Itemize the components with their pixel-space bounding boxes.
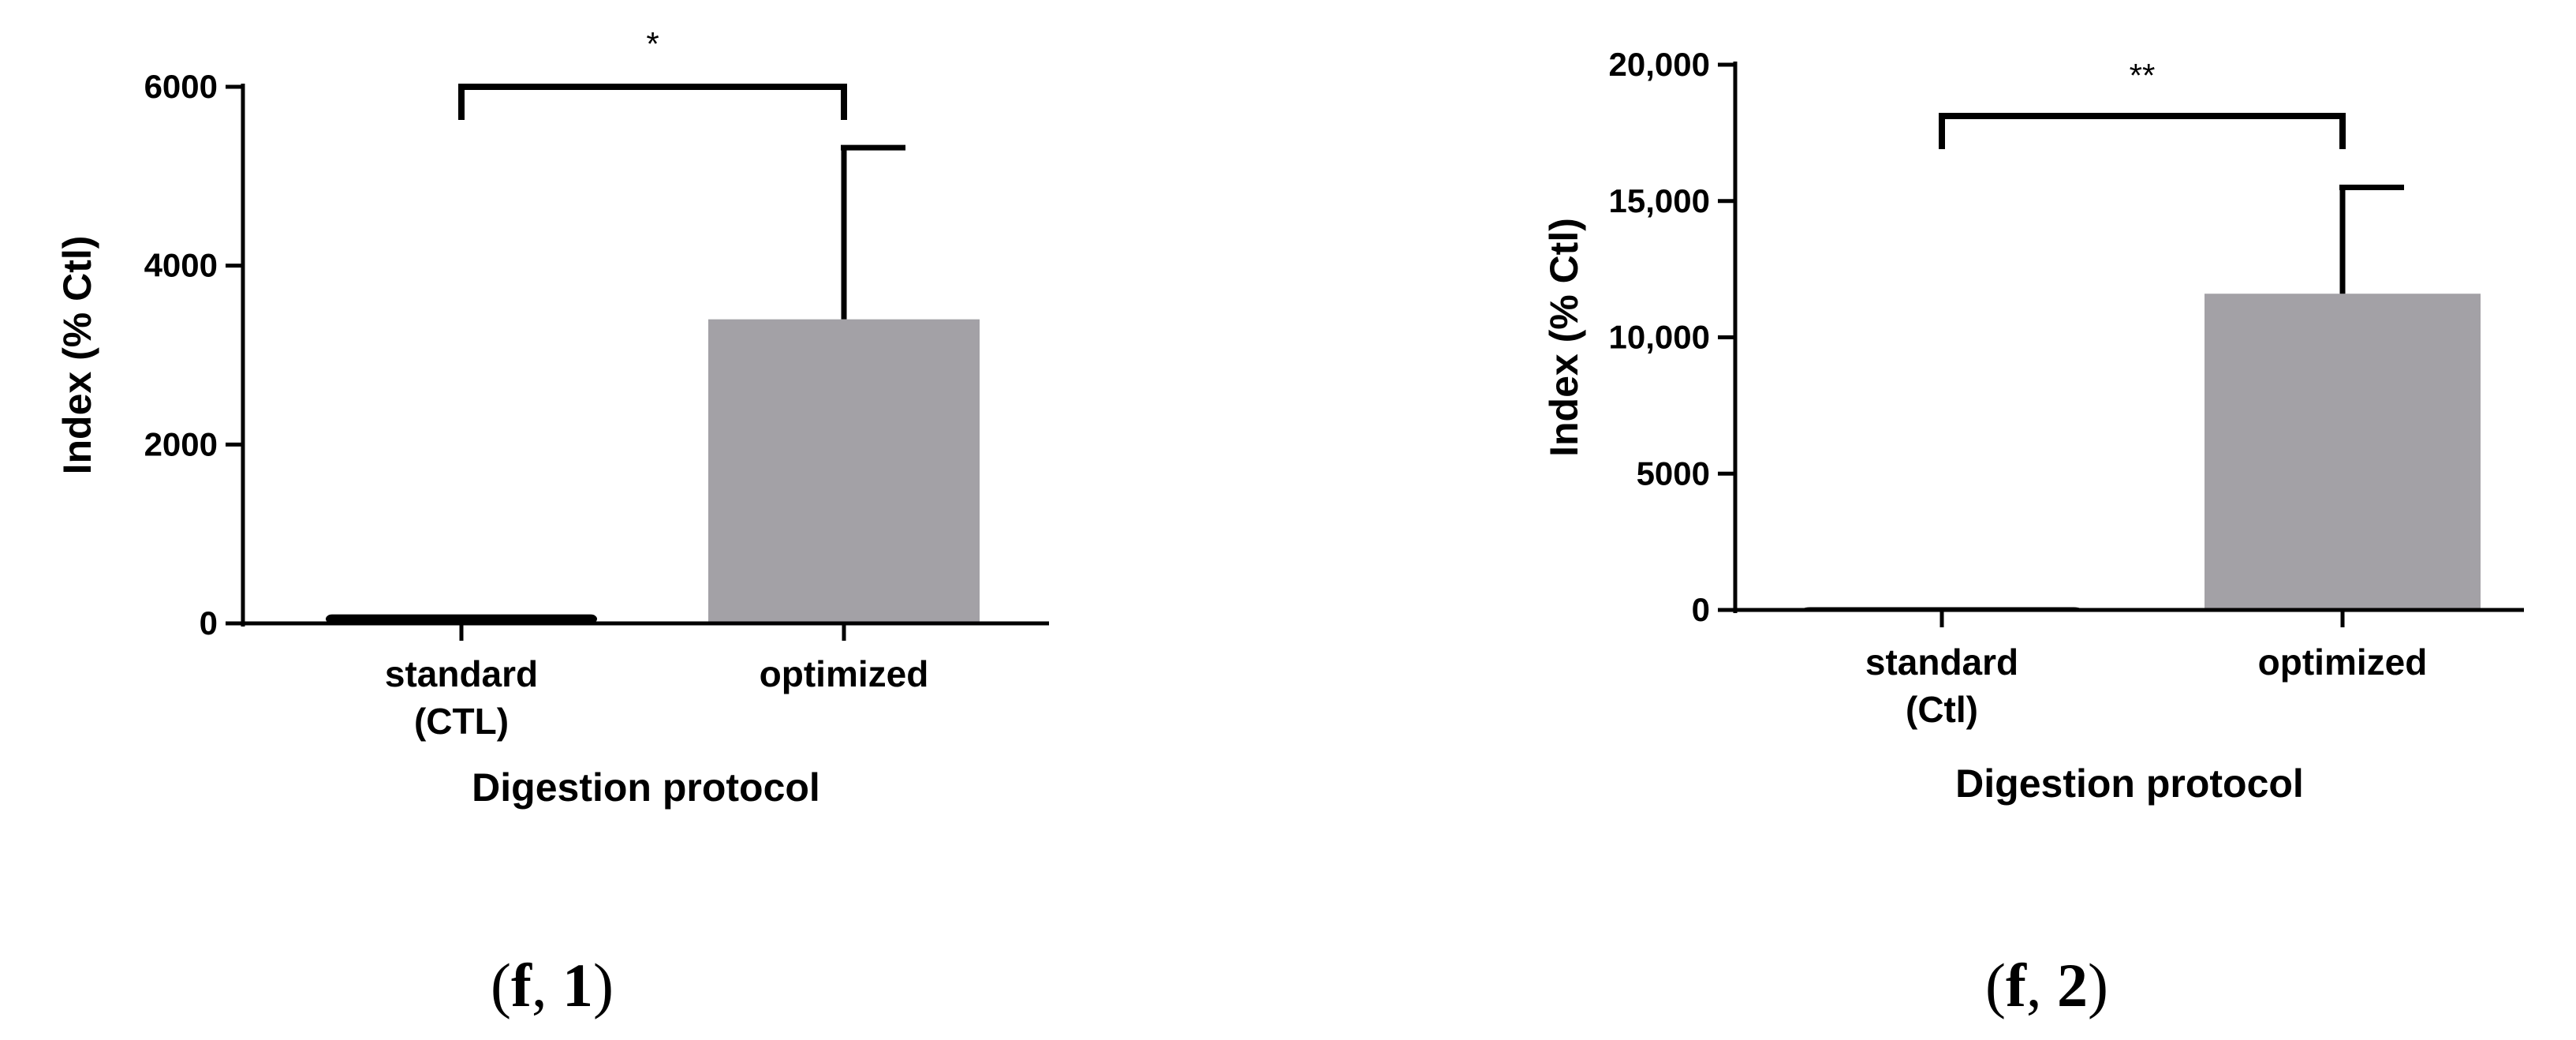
x-tick-label: optimized: [2258, 642, 2428, 683]
x-tick-label-line: standard: [1865, 642, 2018, 683]
y-tick-label: 0: [200, 604, 218, 642]
x-axis-title: Digestion protocol: [472, 765, 820, 810]
panel-label-part: 2: [2057, 951, 2088, 1019]
panel-label-part: 1: [562, 951, 593, 1019]
y-tick-label: 0: [1692, 591, 1710, 628]
x-axis-title: Digestion protocol: [1955, 761, 2304, 806]
y-tick-label: 2000: [144, 425, 218, 462]
bar-standard: [326, 614, 597, 623]
significance-label: *: [646, 25, 659, 62]
x-tick-label-line: optimized: [2258, 642, 2428, 683]
chart-panel-f1: 0 2000 4000 6000 standard (CTL) optimized * Dige…: [55, 25, 1049, 1019]
y-tick-label: 10,000: [1609, 319, 1710, 356]
y-tick-label: 15,000: [1609, 182, 1710, 219]
x-tick-label-line: optimized: [760, 653, 929, 694]
y-tick-label: 4000: [144, 247, 218, 284]
panel-label: (f, 1): [491, 951, 614, 1019]
panel-label-part: (: [491, 951, 511, 1019]
y-tick-label: 5000: [1637, 455, 1710, 492]
panel-label-part: ): [2088, 951, 2108, 1019]
x-tick-label: standard (CTL): [385, 653, 538, 742]
significance-label: **: [2130, 57, 2156, 94]
x-tick-label-line: (CTL): [414, 701, 509, 742]
y-axis-title: Index (% Ctl): [55, 236, 99, 475]
y-tick-label: 20,000: [1609, 46, 1710, 83]
chart-panel-f2: 0 5000 10,000 15,000 20,000 standard (Ctl) opti…: [1542, 46, 2524, 1019]
panel-label-part: ,: [2026, 951, 2057, 1019]
panel-label-part: ,: [532, 951, 562, 1019]
panel-label-part: ): [593, 951, 614, 1019]
panel-label-part: (: [1985, 951, 2006, 1019]
y-axis-title: Index (% Ctl): [1542, 218, 1586, 457]
y-tick-label: 6000: [144, 68, 218, 105]
significance-bracket: [1939, 113, 2346, 149]
x-tick-label: optimized: [760, 653, 929, 694]
significance-bracket: [458, 84, 847, 120]
bar-optimized: [2205, 294, 2481, 610]
x-tick-label-line: standard: [385, 653, 538, 694]
x-tick-label-line: (Ctl): [1906, 689, 1978, 730]
panel-label-part: f: [2006, 951, 2027, 1019]
panel-label: (f, 2): [1985, 951, 2108, 1019]
panel-label-part: f: [511, 951, 532, 1019]
bar-optimized: [708, 319, 980, 623]
x-tick-label: standard (Ctl): [1865, 642, 2018, 730]
